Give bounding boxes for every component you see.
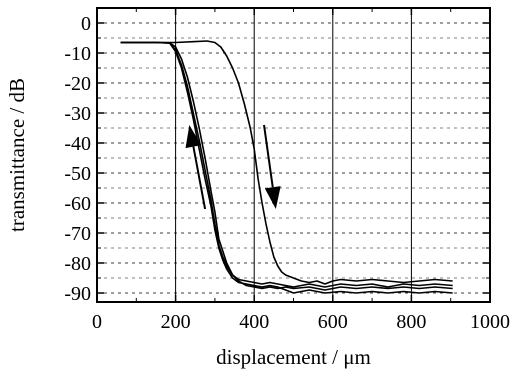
annotation-arrows bbox=[185, 124, 281, 210]
data-line-2 bbox=[120, 41, 453, 288]
y-axis-label: transmittance / dB bbox=[5, 78, 29, 232]
y-tick-label: -80 bbox=[64, 253, 91, 275]
x-tick-label: 1000 bbox=[470, 311, 510, 333]
y-tick-label: -20 bbox=[64, 73, 91, 95]
y-tick-labels: 0 -10 -20 -30 -40 -50 -60 -70 -80 -90 bbox=[64, 13, 91, 305]
x-tick-label: 400 bbox=[239, 311, 269, 333]
y-tick-label: -90 bbox=[64, 283, 91, 305]
arrow-head-down bbox=[264, 186, 281, 209]
x-tick-labels: 0 200 400 600 800 1000 bbox=[92, 311, 510, 333]
data-line-1 bbox=[120, 41, 453, 291]
y-tick-label: -70 bbox=[64, 223, 91, 245]
data-line-3 bbox=[120, 41, 453, 294]
x-tick-label: 0 bbox=[92, 311, 102, 333]
x-tick-label: 800 bbox=[396, 311, 426, 333]
series-group bbox=[120, 40, 453, 294]
arrow-head-up bbox=[185, 125, 202, 149]
y-tick-label: -60 bbox=[64, 193, 91, 215]
y-tick-label: -50 bbox=[64, 163, 91, 185]
y-tick-label: -40 bbox=[64, 133, 91, 155]
y-tick-label: -10 bbox=[64, 43, 91, 65]
x-axis-label: displacement / μm bbox=[216, 345, 371, 369]
x-tick-label: 600 bbox=[318, 311, 348, 333]
arrow-shaft-up bbox=[192, 146, 207, 210]
data-line-4 bbox=[120, 40, 453, 285]
y-tick-label: -30 bbox=[64, 103, 91, 125]
x-tick-label: 200 bbox=[161, 311, 191, 333]
arrow-shaft-down bbox=[263, 124, 274, 188]
axis-ticks bbox=[96, 8, 491, 302]
y-tick-label: 0 bbox=[81, 13, 91, 35]
